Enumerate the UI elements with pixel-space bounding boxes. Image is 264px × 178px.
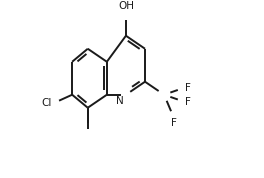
Text: N: N xyxy=(116,96,124,106)
Text: OH: OH xyxy=(118,1,134,11)
Text: F: F xyxy=(185,97,191,107)
Text: F: F xyxy=(185,83,191,93)
Text: Cl: Cl xyxy=(42,98,52,108)
Text: F: F xyxy=(171,118,177,128)
